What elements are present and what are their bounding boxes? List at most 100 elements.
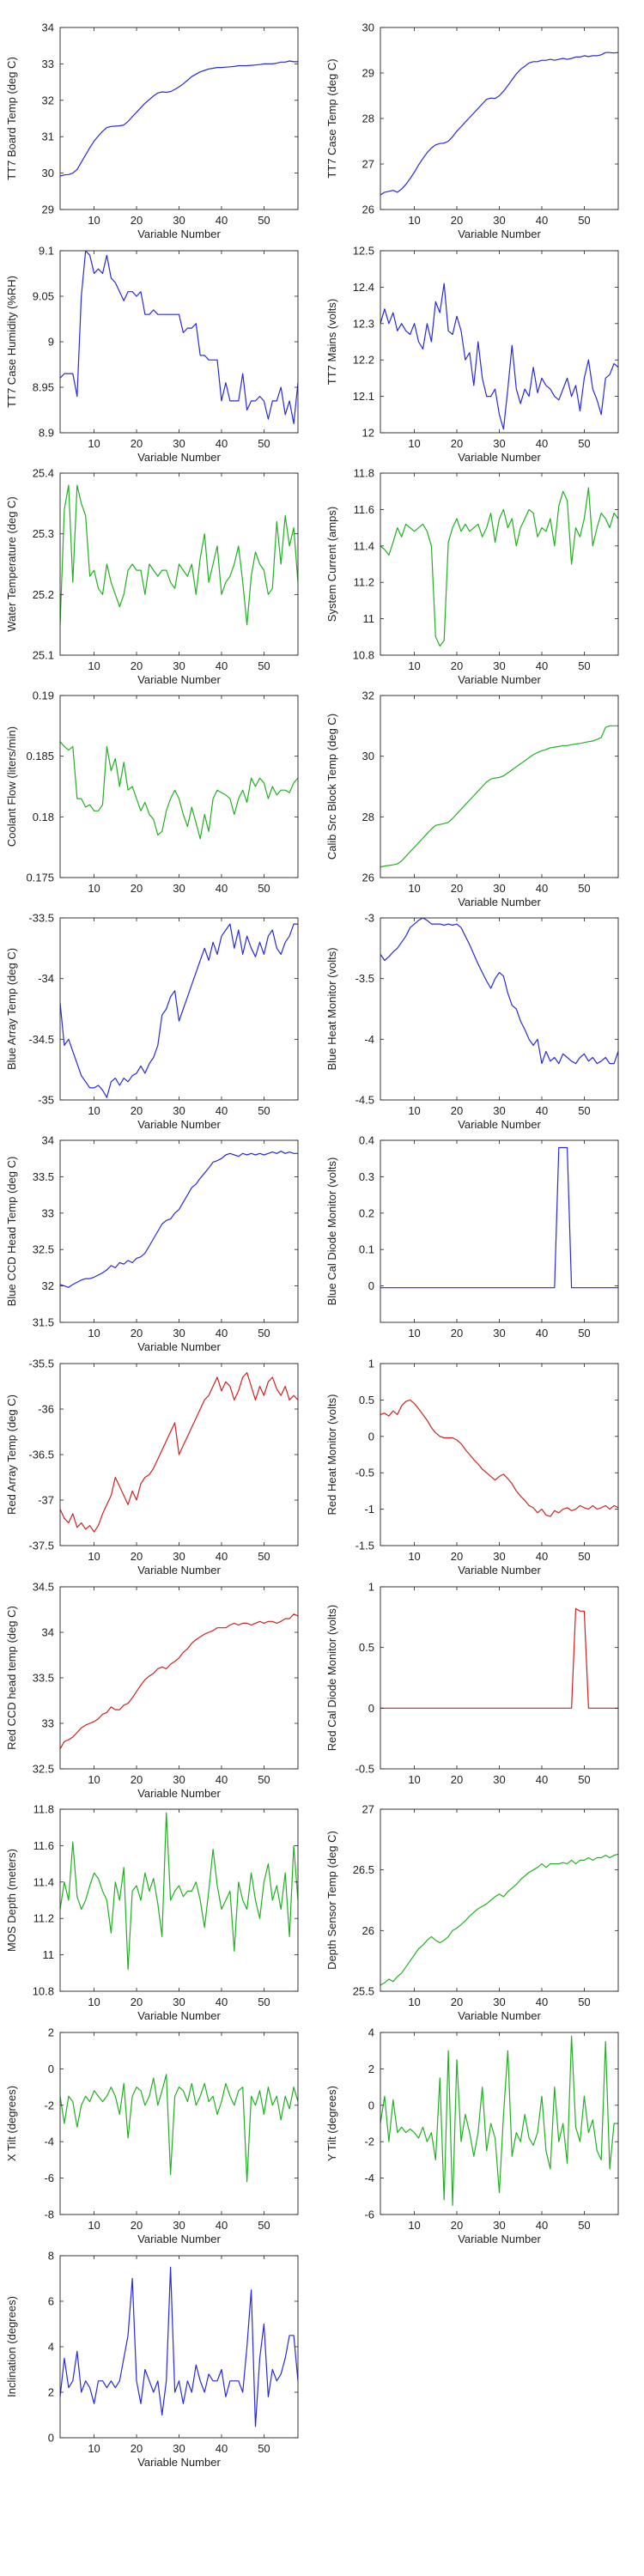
- y-tick-label: 25.4: [33, 467, 54, 480]
- x-tick-label: 10: [408, 882, 420, 895]
- y-tick-label: -37.5: [28, 1540, 54, 1552]
- y-tick-label: 32.5: [33, 1243, 54, 1256]
- series-line: [380, 725, 618, 868]
- y-tick-label: 30: [42, 167, 54, 179]
- x-tick-label: 30: [493, 2219, 505, 2232]
- x-axis-label: Variable Number: [458, 1118, 541, 1131]
- y-tick-label: 0: [368, 1430, 374, 1443]
- x-tick-label: 30: [493, 1327, 505, 1340]
- y-tick-label: -4: [44, 2136, 54, 2148]
- chart-panel: 10 20 30 40 50 29 30 31 32 33 34 Variable Number TT7…: [5, 21, 299, 240]
- y-tick-label: 12.5: [353, 245, 374, 258]
- x-tick-label: 20: [451, 659, 463, 672]
- y-tick-label: 0: [48, 2063, 54, 2075]
- x-tick-label: 10: [88, 437, 100, 450]
- y-tick-label: 31.5: [33, 1316, 54, 1329]
- x-axis-label: Variable Number: [137, 1564, 221, 1577]
- y-tick-label: 33: [42, 58, 54, 70]
- x-tick-label: 10: [408, 214, 420, 227]
- y-tick-label: 4: [368, 2026, 374, 2039]
- y-tick-label: 30: [362, 750, 374, 762]
- plot-frame: [380, 1808, 619, 1992]
- y-axis-label: X Tilt (degrees): [5, 2086, 18, 2161]
- x-axis-label: Variable Number: [458, 673, 541, 686]
- chart-panel: 10 20 30 40 50 -8 -6 -4 -2 0 2 Variable Number X Til…: [5, 2026, 299, 2245]
- x-tick-label: 10: [88, 2442, 100, 2455]
- x-tick-label: 20: [131, 659, 143, 672]
- series-line: [60, 60, 298, 177]
- x-tick-label: 30: [493, 659, 505, 672]
- y-axis-label: Blue Cal Diode Monitor (volts): [325, 1157, 338, 1306]
- y-tick-label: 1: [368, 1581, 374, 1594]
- y-tick-label: 9.1: [39, 245, 54, 258]
- y-tick-label: -34: [38, 972, 54, 985]
- x-tick-label: 10: [408, 1996, 420, 2008]
- chart-panel: 10 20 30 40 50 26 28 30 32 Variable Number Calib S…: [325, 690, 619, 908]
- chart-panel: 10 20 30 40 50 -0.5 0 0.5 1 Red Cal Diode Monitor…: [325, 1581, 619, 1786]
- y-tick-label: -4: [364, 1033, 374, 1046]
- plot-frame: [59, 250, 299, 434]
- series-line: [380, 2035, 618, 2206]
- x-tick-label: 50: [258, 1327, 270, 1340]
- x-tick-label: 30: [173, 1773, 185, 1786]
- x-axis-label: Variable Number: [458, 2233, 541, 2245]
- chart-panel: 10 20 30 40 50 25.1 25.2 25.3 25.4 Variable Numbe…: [5, 467, 299, 686]
- y-tick-label: 11.4: [33, 1875, 54, 1888]
- x-axis-label: Variable Number: [137, 673, 221, 686]
- y-tick-label: 11.4: [354, 539, 374, 552]
- x-tick-label: 50: [578, 1773, 590, 1786]
- y-tick-label: 28: [362, 112, 374, 125]
- chart-panel: 10 20 30 40 50 25.5 26 26.5 27 Variable Number Dep…: [325, 1803, 619, 2022]
- x-tick-label: 40: [216, 1773, 228, 1786]
- y-tick-label: -1: [364, 1503, 374, 1516]
- series-line: [60, 1372, 298, 1533]
- y-tick-label: -6: [44, 2172, 54, 2184]
- x-tick-label: 30: [173, 1327, 185, 1340]
- x-tick-label: 10: [408, 1550, 420, 1563]
- plot-frame: [380, 1586, 619, 1770]
- series-line: [60, 251, 298, 424]
- y-tick-label: 2: [48, 2026, 54, 2039]
- y-tick-label: -0.5: [355, 1763, 374, 1776]
- x-tick-label: 20: [451, 1773, 463, 1786]
- y-axis-label: TT7 Case Temp (deg C): [325, 58, 338, 178]
- y-tick-label: 32: [362, 690, 374, 702]
- y-tick-label: 11.6: [33, 1839, 54, 1852]
- y-tick-label: 11.8: [354, 467, 374, 480]
- y-tick-label: -3: [364, 912, 374, 925]
- series-line: [380, 918, 618, 1065]
- series-line: [60, 1151, 298, 1288]
- x-tick-label: 50: [258, 1996, 270, 2008]
- x-tick-label: 30: [173, 1996, 185, 2008]
- y-tick-label: 0.175: [26, 872, 54, 884]
- x-tick-label: 40: [536, 1550, 548, 1563]
- plot-frame: [59, 695, 299, 878]
- x-tick-label: 10: [408, 659, 420, 672]
- x-tick-label: 10: [408, 1104, 420, 1117]
- y-tick-label: 4: [48, 2341, 54, 2354]
- x-tick-label: 50: [578, 437, 590, 450]
- x-tick-label: 30: [173, 2219, 185, 2232]
- x-tick-label: 10: [88, 214, 100, 227]
- x-tick-label: 20: [451, 2219, 463, 2232]
- chart-panel: 10 20 30 40 50 10.8 11 11.2 11.4 11.6 11.8 Variable…: [325, 467, 619, 686]
- y-tick-label: 0.19: [33, 690, 54, 702]
- y-tick-label: 11: [43, 1948, 55, 1961]
- x-tick-label: 20: [451, 1104, 463, 1117]
- y-tick-label: 10.8: [353, 649, 374, 662]
- y-tick-label: 0.5: [359, 1641, 374, 1654]
- x-tick-label: 30: [173, 882, 185, 895]
- x-tick-label: 50: [258, 1550, 270, 1563]
- y-tick-label: 12.4: [353, 281, 374, 294]
- x-tick-label: 10: [88, 882, 100, 895]
- y-tick-label: 8.95: [33, 381, 54, 394]
- y-tick-label: -6: [364, 2208, 374, 2221]
- y-axis-label: TT7 Case Humidity (%RH): [5, 276, 18, 408]
- y-tick-label: 32: [42, 1279, 54, 1292]
- x-tick-label: 20: [131, 214, 143, 227]
- y-axis-label: Depth Sensor Temp (deg C): [325, 1831, 338, 1970]
- series-line: [380, 52, 618, 196]
- y-tick-label: 0: [368, 1279, 374, 1292]
- y-tick-label: 30: [362, 21, 374, 34]
